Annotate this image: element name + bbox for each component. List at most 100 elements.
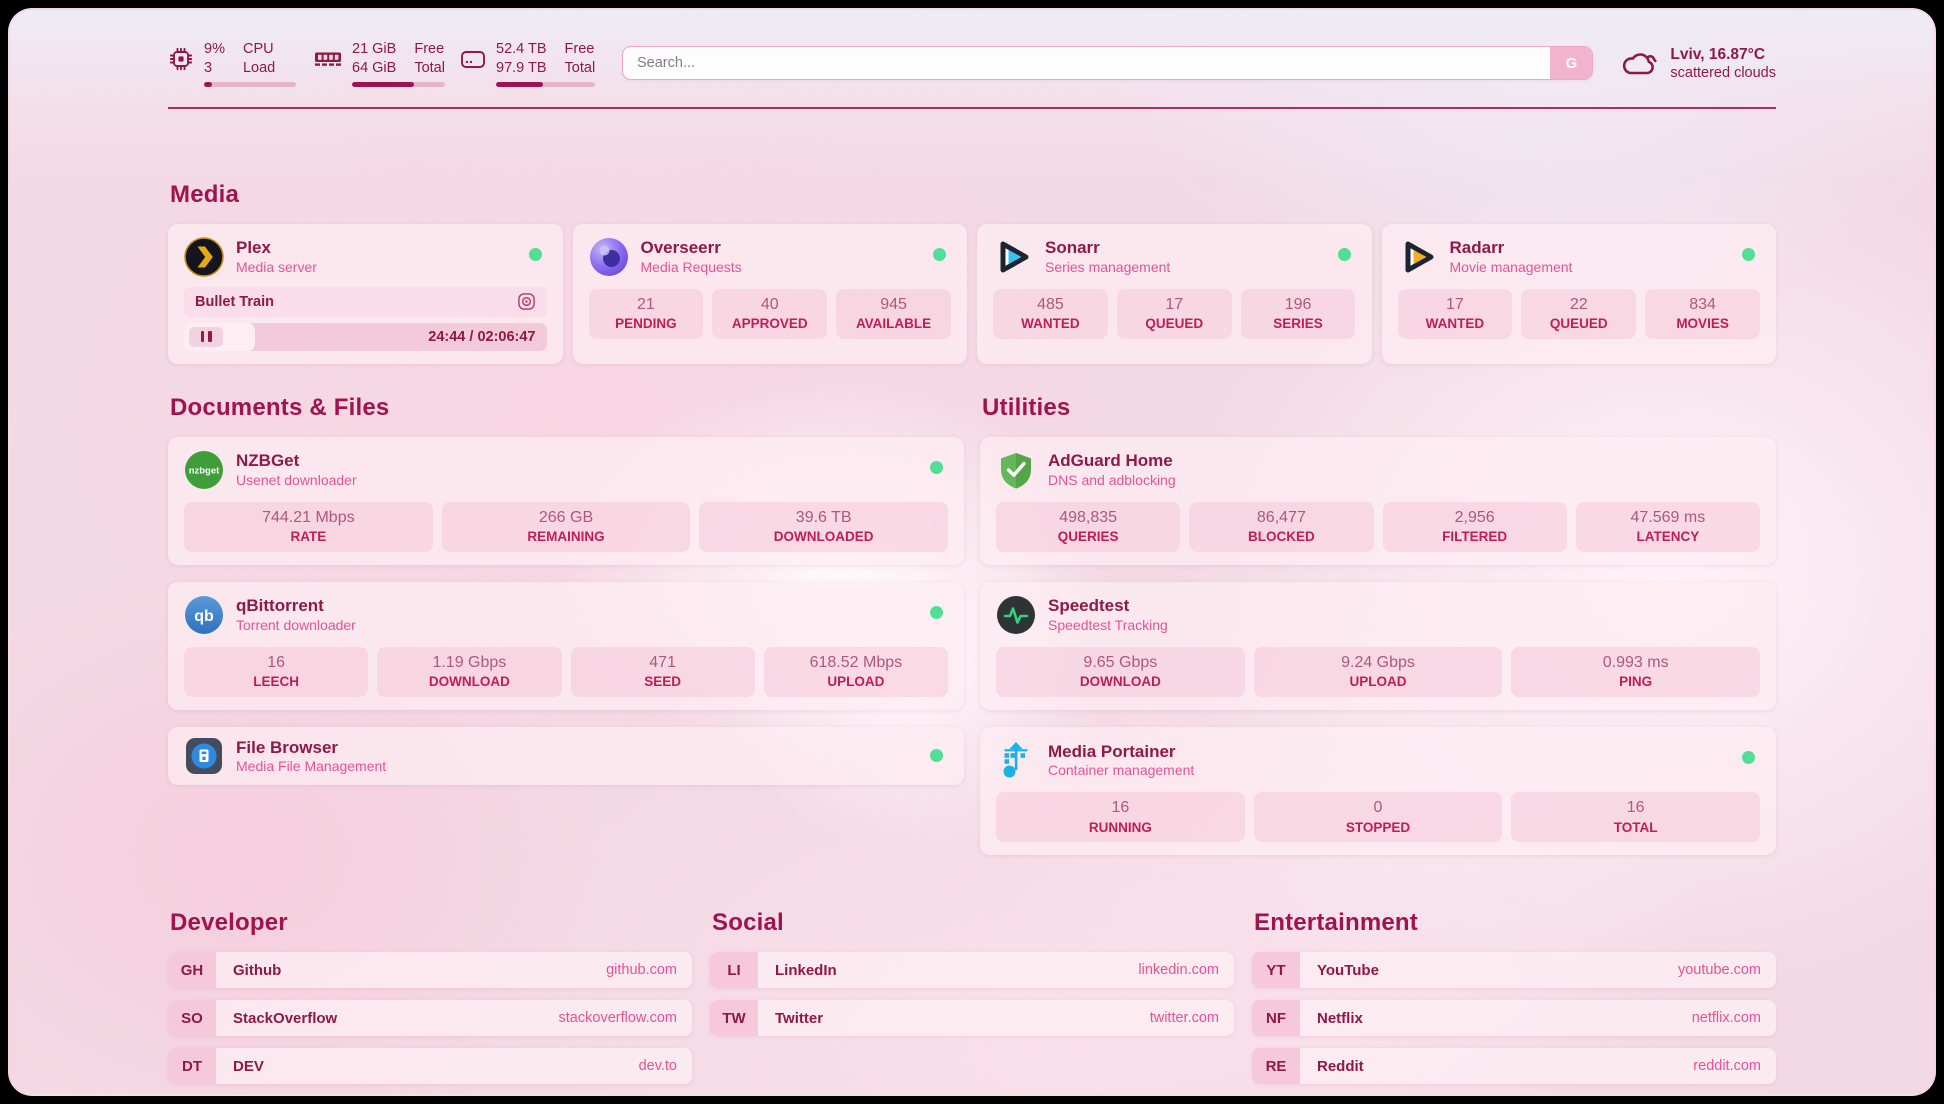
cpu-icon	[169, 47, 193, 71]
stat-upload: 9.24 Gbps UPLOAD	[1253, 646, 1503, 697]
qbittorrent-card[interactable]: qb qBittorrent Torrent downloader 16 LEE…	[168, 581, 964, 710]
overseerr-title: Overseerr	[640, 238, 721, 258]
disk-total: 97.9 TB	[496, 59, 547, 76]
stackoverflow-url: stackoverflow.com	[558, 1010, 677, 1027]
stat-series: 196 SERIES	[1240, 288, 1356, 339]
portainer-title: Media Portainer	[1048, 741, 1176, 761]
nzbget-status-dot	[930, 460, 943, 474]
portainer-status-dot	[1742, 750, 1755, 764]
nzbget-title: NZBGet	[236, 451, 300, 471]
stat-filtered: 2,956 FILTERED	[1382, 501, 1567, 552]
utilities-section-header: Utilities	[982, 393, 1071, 421]
link-linkedin[interactable]: LI LinkedIn linkedin.com	[710, 952, 1234, 989]
stackoverflow-name: StackOverflow	[233, 1009, 338, 1027]
stat-total: 16 TOTAL	[1511, 791, 1761, 843]
section-documents: Documents & Files nzbget NZBGet Usenet d…	[168, 394, 964, 855]
top-bar: 9% 3 CPU Load	[168, 40, 1776, 87]
radarr-subtitle: Movie management	[1449, 258, 1573, 275]
overseerr-subtitle: Media Requests	[640, 258, 742, 275]
cpu-usage-bar	[204, 81, 296, 87]
reddit-url: reddit.com	[1693, 1058, 1761, 1075]
speedtest-title: Speedtest	[1048, 596, 1130, 616]
stackoverflow-abbr: SO	[168, 1000, 216, 1037]
social-section-header: Social	[712, 909, 784, 937]
dev-name: DEV	[233, 1057, 264, 1075]
stat-upload: 618.52 Mbps UPLOAD	[763, 646, 948, 697]
filebrowser-card[interactable]: File Browser Media File Management	[168, 726, 964, 785]
netflix-abbr: NF	[1252, 1000, 1300, 1037]
linkedin-abbr: LI	[710, 952, 758, 989]
overseerr-icon	[589, 237, 628, 276]
link-stackoverflow[interactable]: SO StackOverflow stackoverflow.com	[168, 1000, 692, 1037]
nzbget-subtitle: Usenet downloader	[236, 471, 357, 488]
portainer-card[interactable]: Media Portainer Container management 16 …	[980, 726, 1776, 856]
overseerr-status-dot	[933, 247, 946, 261]
weather-location-temp: Lviv, 16.87°C	[1670, 46, 1766, 64]
section-media: Media Plex Media server	[168, 181, 1776, 364]
cpu-widget: 9% 3 CPU Load	[168, 40, 296, 87]
search-input[interactable]	[623, 47, 1551, 80]
stat-queued: 17 QUEUED	[1116, 288, 1232, 339]
stat-stopped: 0 STOPPED	[1253, 791, 1503, 843]
sonarr-icon	[1000, 241, 1029, 273]
link-youtube[interactable]: YT YouTube youtube.com	[1252, 952, 1776, 989]
reddit-name: Reddit	[1317, 1057, 1364, 1075]
plex-subtitle: Media server	[236, 258, 317, 275]
disk-free: 52.4 TB	[496, 41, 547, 57]
qbittorrent-status-dot	[930, 605, 943, 619]
twitter-url: twitter.com	[1149, 1010, 1219, 1027]
link-netflix[interactable]: NF Netflix netflix.com	[1252, 1000, 1776, 1037]
scattered-clouds-icon	[1623, 53, 1658, 75]
memory-free: 21 GiB	[352, 41, 397, 57]
search-engine-button[interactable]: G	[1550, 47, 1593, 80]
pause-button[interactable]	[189, 326, 223, 347]
playback-progress-bar: 24:44 / 02:06:47	[184, 322, 547, 351]
entertainment-section-header: Entertainment	[1254, 909, 1418, 937]
plex-card[interactable]: Plex Media server Bullet Train	[168, 223, 563, 364]
plex-icon	[184, 236, 224, 277]
netflix-url: netflix.com	[1691, 1010, 1761, 1027]
stat-wanted: 485 WANTED	[993, 288, 1108, 339]
stat-downloaded: 39.6 TB DOWNLOADED	[699, 501, 949, 552]
system-widgets: 9% 3 CPU Load	[168, 40, 596, 87]
stat-blocked: 86,477 BLOCKED	[1189, 501, 1374, 552]
cpu-percent: 9%	[204, 41, 225, 57]
reddit-abbr: RE	[1252, 1048, 1300, 1085]
radarr-card[interactable]: Radarr Movie management 17 WANTED 22 QUE…	[1381, 223, 1776, 364]
disk-usage-bar	[496, 81, 596, 87]
dev-abbr: DT	[168, 1048, 216, 1085]
memory-widget: 21 GiB 64 GiB Free Total	[314, 40, 445, 87]
radarr-icon	[1405, 241, 1433, 273]
stat-rate: 744.21 Mbps RATE	[184, 501, 433, 552]
search-bar: G	[622, 46, 1594, 81]
speedtest-card[interactable]: Speedtest Speedtest Tracking 9.65 Gbps D…	[980, 581, 1776, 710]
adguard-icon	[1001, 452, 1031, 489]
filebrowser-title: File Browser	[236, 737, 339, 757]
link-reddit[interactable]: RE Reddit reddit.com	[1252, 1048, 1776, 1085]
link-dev[interactable]: DT DEV dev.to	[168, 1048, 692, 1085]
stat-queued: 22 QUEUED	[1521, 288, 1637, 339]
stat-available: 945 AVAILABLE	[836, 288, 951, 339]
stat-latency: 47.569 ms LATENCY	[1575, 501, 1760, 552]
adguard-subtitle: DNS and adblocking	[1048, 471, 1176, 488]
nzbget-card[interactable]: nzbget NZBGet Usenet downloader 744.21 M…	[168, 436, 964, 565]
media-section-header: Media	[170, 180, 240, 208]
section-utilities: Utilities AdGuard Home DNS and adblockin…	[980, 393, 1776, 856]
adguard-card[interactable]: AdGuard Home DNS and adblocking 498,835 …	[980, 436, 1776, 565]
linkedin-name: LinkedIn	[775, 961, 837, 979]
sonarr-card[interactable]: Sonarr Series management 485 WANTED 17 Q…	[977, 223, 1372, 364]
link-twitter[interactable]: TW Twitter twitter.com	[710, 1000, 1234, 1037]
now-playing-title: Bullet Train	[195, 293, 274, 310]
svg-text:qb: qb	[194, 608, 214, 625]
overseerr-card[interactable]: Overseerr Media Requests 21 PENDING 40 A…	[572, 223, 967, 364]
stat-seed: 471 SEED	[570, 646, 755, 697]
speedtest-subtitle: Speedtest Tracking	[1048, 616, 1168, 633]
stat-movies: 834 MOVIES	[1645, 288, 1760, 339]
youtube-abbr: YT	[1252, 952, 1300, 989]
link-github[interactable]: GH Github github.com	[168, 952, 692, 989]
section-social: Social LI LinkedIn linkedin.com TW Twitt…	[710, 909, 1234, 1094]
linkedin-url: linkedin.com	[1138, 962, 1219, 979]
twitter-name: Twitter	[775, 1009, 824, 1027]
stat-running: 16 RUNNING	[996, 791, 1245, 843]
github-abbr: GH	[168, 952, 216, 989]
